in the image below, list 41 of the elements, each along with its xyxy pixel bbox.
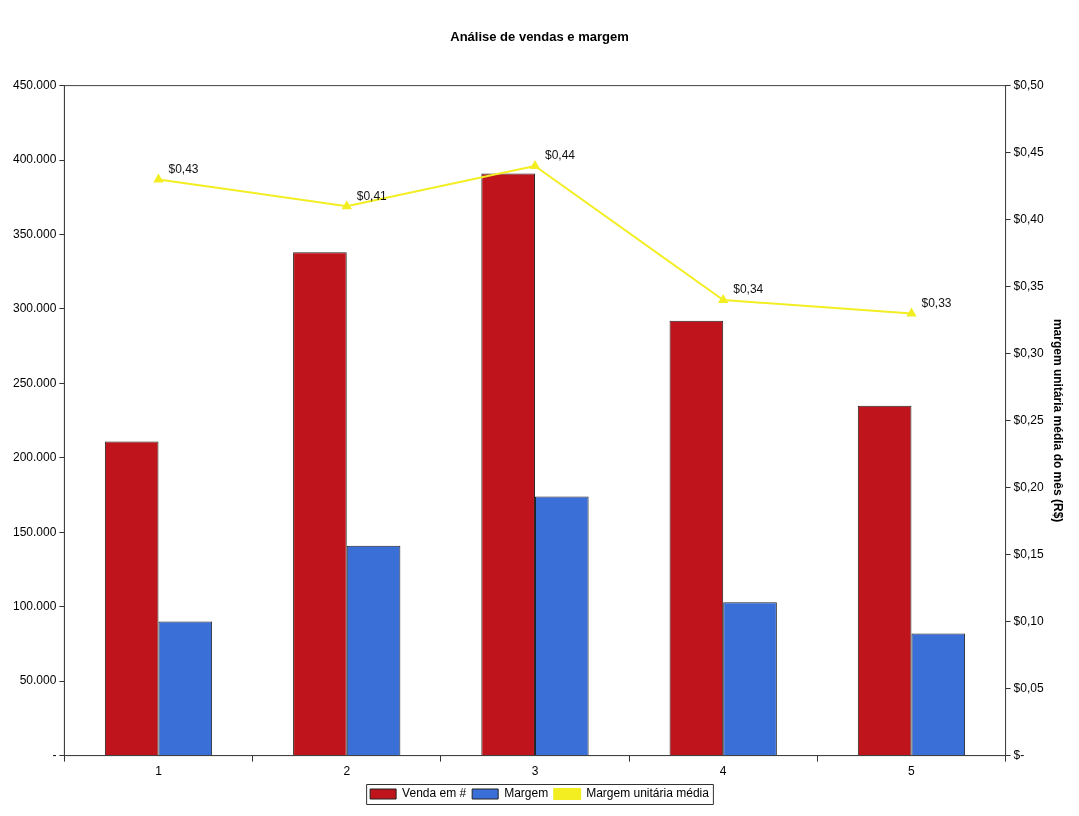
y-tick-label: 200.000 (12, 450, 57, 465)
point (342, 201, 352, 210)
y-tick-label: - (52, 747, 57, 762)
point (906, 308, 916, 317)
y-tick-label: 300.000 (12, 301, 57, 316)
chart-title: Análise de vendas e margem (450, 29, 629, 45)
y-tick-label: 350.000 (12, 226, 57, 241)
y2-tick-label: $- (1013, 747, 1025, 762)
legend-label: Margem (504, 786, 549, 801)
data-label: $0,41 (356, 188, 388, 203)
y2-tick-label: $0,20 (1013, 479, 1044, 494)
data-label: $0,43 (168, 161, 199, 176)
point (154, 174, 163, 183)
point (530, 161, 540, 169)
y2-axis-title: margem unitária média do mês (R$) (1051, 318, 1066, 523)
y2-tick-label: $0,25 (1013, 412, 1044, 427)
y-tick-label: 400.000 (12, 152, 57, 167)
x-tick-label: 1 (155, 764, 163, 779)
y2-tick-label: $0,50 (1013, 77, 1044, 92)
y2-tick-label: $0,10 (1013, 613, 1044, 628)
data-label: $0,33 (921, 295, 952, 310)
point (718, 295, 728, 303)
y2-tick-label: $0,35 (1013, 278, 1044, 293)
y-tick-label: 100.000 (12, 599, 57, 614)
y2-tick-label: $0,05 (1013, 680, 1044, 695)
x-tick-label: 5 (908, 764, 916, 779)
legend-label: Venda em # (402, 786, 467, 801)
legend-label: Margem unitária média (586, 786, 710, 801)
x-tick-label: 4 (719, 764, 727, 779)
data-label: $0,44 (544, 148, 576, 163)
y2-tick-label: $0,15 (1013, 546, 1044, 561)
y-tick-label: 150.000 (12, 524, 57, 539)
y-tick-label: 250.000 (12, 375, 57, 390)
data-label: $0,34 (733, 282, 764, 297)
y-tick-label: 450.000 (12, 77, 57, 92)
y-tick-label: 50.000 (19, 673, 57, 688)
x-tick-label: 3 (531, 764, 539, 779)
y2-tick-label: $0,45 (1013, 144, 1044, 159)
y2-tick-label: $0,40 (1013, 211, 1044, 226)
x-tick-label: 2 (343, 764, 351, 779)
y2-tick-label: $0,30 (1013, 345, 1044, 360)
